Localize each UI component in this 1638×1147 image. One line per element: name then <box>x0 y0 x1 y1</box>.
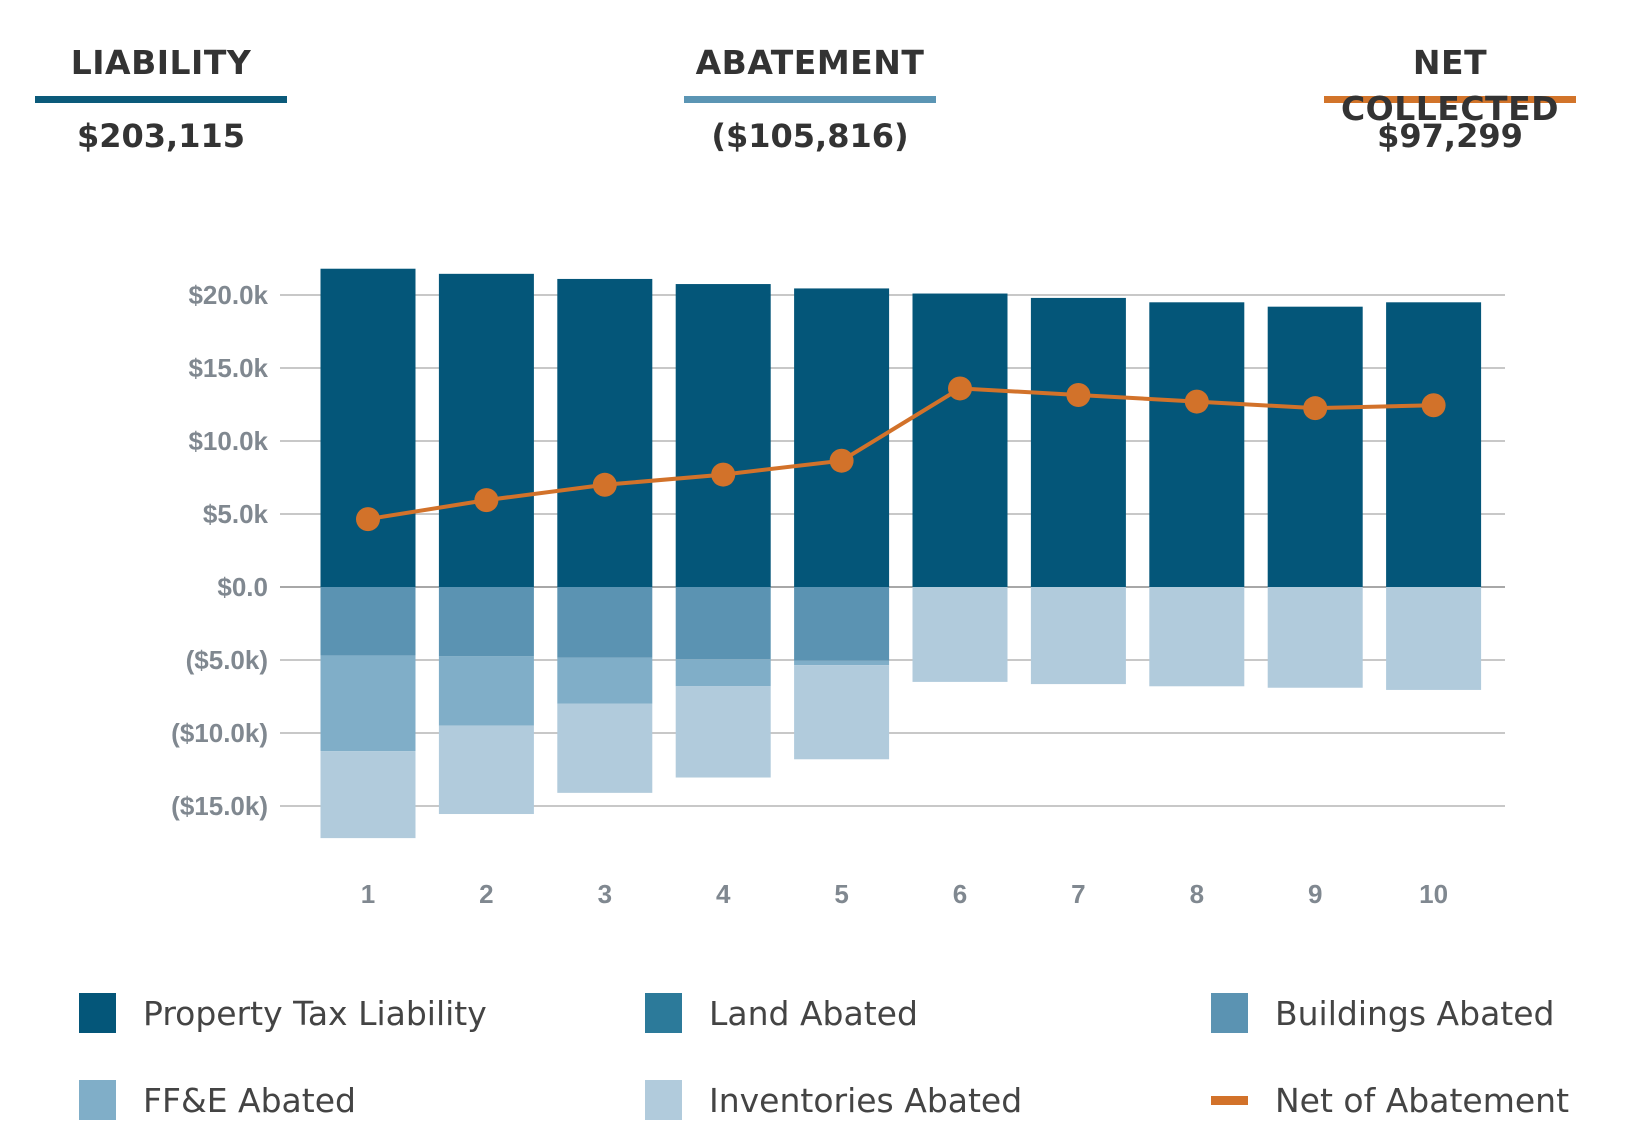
net-of-abatement-point <box>356 507 380 532</box>
kpi-liability-value: $203,115 <box>76 117 245 155</box>
bar-segment <box>912 587 1008 682</box>
y-tick-label: $15.0k <box>188 353 268 383</box>
kpi-liability: LIABILITY $203,115 <box>11 40 311 155</box>
y-tick-label: ($10.0k) <box>171 718 268 748</box>
net-of-abatement-point <box>948 376 972 401</box>
net-of-abatement-point <box>1066 383 1091 408</box>
bar-segment <box>1030 587 1126 685</box>
bar-segment <box>1386 587 1482 690</box>
bar-segment <box>557 587 653 658</box>
kpi-net-collected-label: NET COLLECTED <box>1340 43 1560 128</box>
bar-segment <box>557 278 653 587</box>
kpi-liability-underline <box>35 96 287 103</box>
bar-segment <box>1030 297 1126 587</box>
y-tick-label: $20.0k <box>188 280 268 310</box>
bar-segment <box>438 725 534 815</box>
kpi-abatement: ABATEMENT ($105,816) <box>660 40 960 155</box>
kpi-net-collected-value: $97,299 <box>1377 117 1523 155</box>
bar-segment <box>438 656 534 726</box>
net-of-abatement-point <box>1421 393 1446 418</box>
net-of-abatement-point <box>474 488 499 513</box>
kpi-net-collected-underline <box>1324 96 1576 103</box>
bar-segment <box>912 293 1008 587</box>
x-tick-label: 1 <box>361 879 375 909</box>
x-tick-label: 2 <box>479 879 493 909</box>
net-of-abatement-line <box>367 386 1434 522</box>
bar-segment <box>320 587 416 656</box>
bar-segment <box>794 660 890 666</box>
net-of-abatement-point <box>1184 389 1209 414</box>
bar-segment <box>320 268 416 587</box>
x-tick-label: 8 <box>1190 879 1204 909</box>
kpi-liability-label: LIABILITY <box>70 43 252 82</box>
net-of-abatement-point <box>1303 396 1328 421</box>
bar-segment <box>1267 587 1363 688</box>
y-tick-label: $10.0k <box>188 426 268 456</box>
bar-segment <box>1149 587 1245 687</box>
bar-segment <box>1267 306 1363 587</box>
kpi-abatement-underline <box>684 96 936 103</box>
kpi-abatement-label: ABATEMENT <box>695 43 925 82</box>
net-of-abatement-point <box>592 472 617 497</box>
bar-segment <box>1149 302 1245 587</box>
bar-segment <box>675 659 771 687</box>
bar-segment <box>320 751 416 839</box>
bar-segment <box>794 587 890 661</box>
bar-segment <box>557 703 653 793</box>
bar-segment <box>675 587 771 660</box>
net-of-abatement-point <box>711 462 736 487</box>
x-tick-label: 7 <box>1071 879 1085 909</box>
y-tick-label: $0.0 <box>217 572 268 602</box>
x-tick-label: 6 <box>953 879 967 909</box>
x-tick-label: 10 <box>1419 879 1448 909</box>
y-tick-label: ($15.0k) <box>171 791 268 821</box>
x-tick-label: 4 <box>716 879 731 909</box>
net-of-abatement-point <box>829 448 854 473</box>
kpi-net-collected: NET COLLECTED $97,299 <box>1300 40 1600 155</box>
bar-segment <box>675 284 771 587</box>
bar-segment <box>557 657 653 704</box>
bar-segment <box>438 587 534 657</box>
bar-segment <box>794 288 890 587</box>
x-tick-label: 3 <box>598 879 612 909</box>
x-tick-label: 9 <box>1308 879 1322 909</box>
bar-segment <box>794 665 890 760</box>
bar-segment <box>438 273 534 587</box>
bar-segment <box>1386 302 1482 587</box>
y-tick-label: $5.0k <box>203 499 269 529</box>
x-tick-label: 5 <box>834 879 848 909</box>
bar-segment <box>675 686 771 778</box>
y-tick-label: ($5.0k) <box>186 645 268 675</box>
kpi-abatement-value: ($105,816) <box>711 117 909 155</box>
bar-segment <box>320 655 416 752</box>
